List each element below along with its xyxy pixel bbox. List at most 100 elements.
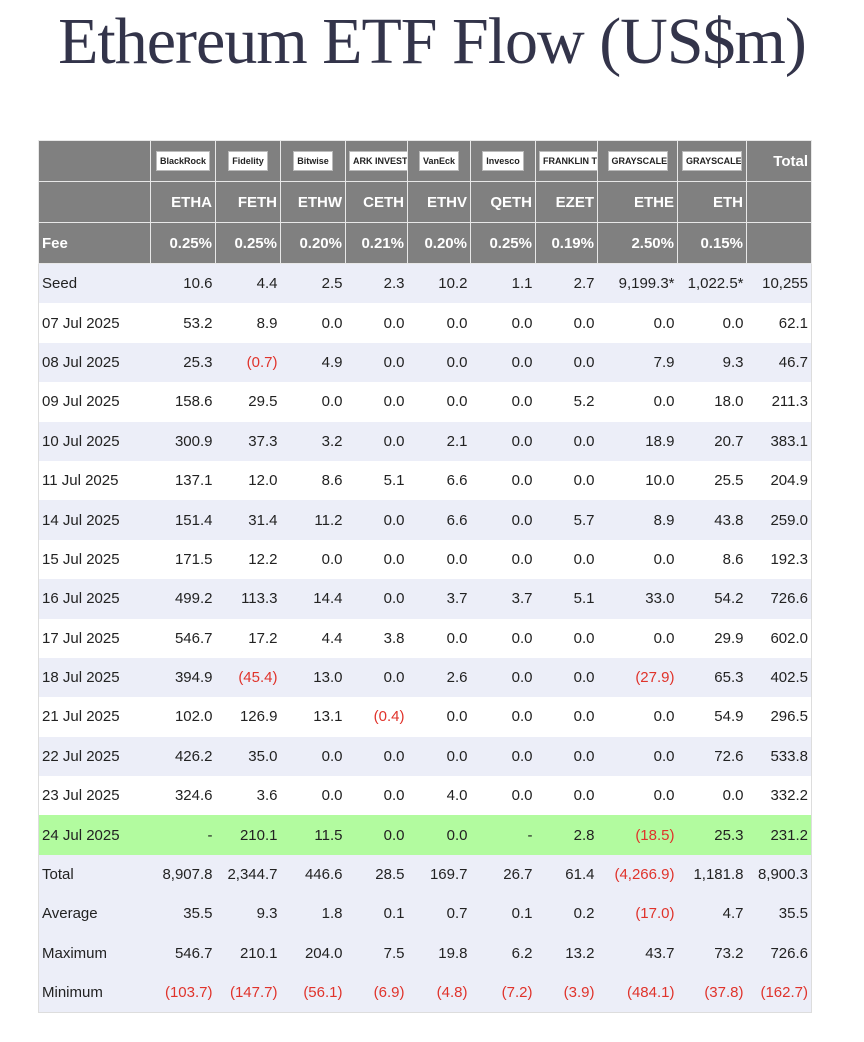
value-cell: 25.5 <box>677 460 747 501</box>
value-cell: 0.7 <box>407 894 471 934</box>
ticker-cell: ETHV <box>407 181 471 223</box>
value-cell: 18.9 <box>597 421 678 461</box>
value-cell: 8.6 <box>280 460 346 501</box>
value-cell: 2.5 <box>280 263 346 304</box>
data-row: 10 Jul 2025 300.9 37.3 3.2 0.0 2.1 0.0 0.0 18.9 2… <box>38 421 812 461</box>
value-cell: 324.6 <box>150 776 216 816</box>
value-cell: 17.2 <box>215 618 281 658</box>
value-cell: (103.7) <box>150 973 216 1013</box>
value-cell: 0.0 <box>535 618 598 658</box>
value-cell: 29.5 <box>215 382 281 422</box>
value-cell: 726.6 <box>746 933 812 974</box>
value-cell: 7.5 <box>345 933 408 974</box>
data-row: Minimum (103.7) (147.7) (56.1) (6.9) (4.8) (7.… <box>38 973 812 1013</box>
value-cell: 61.4 <box>535 854 598 895</box>
value-cell: 0.0 <box>470 303 536 343</box>
value-cell: 726.6 <box>746 579 812 619</box>
value-cell: 72.6 <box>677 736 747 777</box>
data-row: 24 Jul 2025-210.1 11.5 0.0 0.0-2.8 (18.5) 25.… <box>38 815 812 855</box>
value-cell: 0.0 <box>535 421 598 461</box>
value-cell: (0.4) <box>345 697 408 737</box>
value-cell: 204.9 <box>746 460 812 501</box>
value-cell: 18.0 <box>677 382 747 422</box>
value-cell: 4.7 <box>677 894 747 934</box>
value-cell: 12.2 <box>215 539 281 580</box>
value-cell: 0.0 <box>597 382 678 422</box>
ticker-cell: ETHE <box>597 181 678 223</box>
row-label: 11 Jul 2025 <box>38 460 151 501</box>
row-label: 23 Jul 2025 <box>38 776 151 816</box>
value-cell: 0.0 <box>470 460 536 501</box>
value-cell: 0.0 <box>470 618 536 658</box>
value-cell: 2,344.7 <box>215 854 281 895</box>
value-cell: 300.9 <box>150 421 216 461</box>
row-label: 09 Jul 2025 <box>38 382 151 422</box>
value-cell: 192.3 <box>746 539 812 580</box>
value-cell: 546.7 <box>150 933 216 974</box>
value-cell: 169.7 <box>407 854 471 895</box>
issuer-cell: Invesco <box>470 140 536 182</box>
issuer-logo: Invesco <box>482 151 524 171</box>
value-cell: 0.0 <box>345 342 408 383</box>
etf-flow-table: BlackRock Fidelity Bitwise ARK INVEST VanEck… <box>38 140 812 1014</box>
row-label: 21 Jul 2025 <box>38 697 151 737</box>
value-cell: 3.8 <box>345 618 408 658</box>
value-cell: 8,900.3 <box>746 854 812 895</box>
data-row: 22 Jul 2025 426.2 35.0 0.0 0.0 0.0 0.0 0.0 0.0 72… <box>38 736 812 777</box>
issuer-row: BlackRock Fidelity Bitwise ARK INVEST VanEck… <box>38 140 812 182</box>
value-cell: 35.5 <box>150 894 216 934</box>
value-cell: 0.0 <box>597 618 678 658</box>
value-cell: 4.4 <box>215 263 281 304</box>
value-cell: 158.6 <box>150 382 216 422</box>
ticker-cell: ETH <box>677 181 747 223</box>
data-row: 17 Jul 2025 546.7 17.2 4.4 3.8 0.0 0.0 0.0 0.0 29… <box>38 618 812 658</box>
fee-cell: 0.20% <box>407 222 471 264</box>
value-cell: (37.8) <box>677 973 747 1013</box>
issuer-cell: Fidelity <box>215 140 281 182</box>
value-cell: 25.3 <box>150 342 216 383</box>
value-cell: 46.7 <box>746 342 812 383</box>
value-cell: 0.1 <box>345 894 408 934</box>
row-label: Minimum <box>38 973 151 1013</box>
value-cell: 3.7 <box>407 579 471 619</box>
value-cell: (484.1) <box>597 973 678 1013</box>
ticker-cell: CETH <box>345 181 408 223</box>
row-label: 15 Jul 2025 <box>38 539 151 580</box>
value-cell: (27.9) <box>597 657 678 698</box>
issuer-logo: ARK INVEST <box>349 151 407 171</box>
value-cell: 5.2 <box>535 382 598 422</box>
value-cell: (6.9) <box>345 973 408 1013</box>
value-cell: 3.6 <box>215 776 281 816</box>
value-cell: 0.0 <box>407 618 471 658</box>
value-cell: 533.8 <box>746 736 812 777</box>
value-cell: 204.0 <box>280 933 346 974</box>
value-cell: 231.2 <box>746 815 812 855</box>
ticker-cell: ETHW <box>280 181 346 223</box>
value-cell: 0.0 <box>597 776 678 816</box>
value-cell: 37.3 <box>215 421 281 461</box>
value-cell: 26.7 <box>470 854 536 895</box>
row-label: 08 Jul 2025 <box>38 342 151 383</box>
value-cell: 19.8 <box>407 933 471 974</box>
value-cell: 0.0 <box>535 776 598 816</box>
value-cell: 9.3 <box>215 894 281 934</box>
value-cell: 210.1 <box>215 815 281 855</box>
value-cell: 8,907.8 <box>150 854 216 895</box>
value-cell: 210.1 <box>215 933 281 974</box>
value-cell: 3.2 <box>280 421 346 461</box>
value-cell: (7.2) <box>470 973 536 1013</box>
value-cell: 546.7 <box>150 618 216 658</box>
issuer-cell: GRAYSCALE <box>597 140 678 182</box>
value-cell: 102.0 <box>150 697 216 737</box>
issuer-logo: VanEck <box>418 151 460 171</box>
value-cell: (162.7) <box>746 973 812 1013</box>
data-row: Total 8,907.8 2,344.7 446.6 28.5 169.7 26.7 61.… <box>38 854 812 895</box>
value-cell: 426.2 <box>150 736 216 777</box>
value-cell: 4.4 <box>280 618 346 658</box>
value-cell: 25.3 <box>677 815 747 855</box>
value-cell: 0.0 <box>535 736 598 777</box>
value-cell: 0.0 <box>597 736 678 777</box>
ticker-cell: FETH <box>215 181 281 223</box>
row-label: 07 Jul 2025 <box>38 303 151 343</box>
value-cell: 3.7 <box>470 579 536 619</box>
